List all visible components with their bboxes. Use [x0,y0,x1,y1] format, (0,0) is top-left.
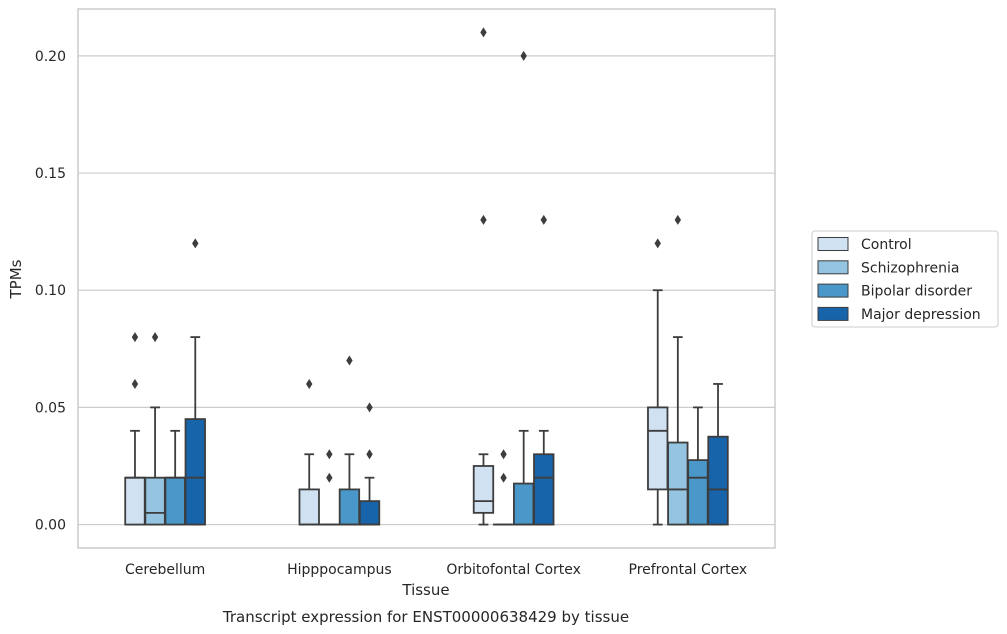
chart-caption: Transcript expression for ENST0000063842… [222,608,629,626]
y-tick-label: 0.10 [35,283,66,299]
outlier-point [192,238,199,249]
box-control [124,332,146,526]
y-tick-label: 0.05 [35,400,66,416]
legend-swatch [817,237,849,251]
outlier-point [326,449,333,460]
outlier-point [654,238,661,249]
box-control [472,27,495,526]
legend-swatch [817,306,849,321]
outlier-point [674,214,682,225]
box-body [513,482,535,526]
box-body [687,459,709,526]
outlier-point [346,355,353,366]
outlier-point [306,378,313,389]
legend-label: Major depression [861,307,981,323]
box-schizophrenia [144,332,166,526]
box-schizophrenia [318,449,340,526]
box-body [164,476,186,526]
box-body [338,488,361,526]
y-tick-label: 0.00 [35,518,66,534]
x-tick-label: Orbitofontal Cortex [446,562,581,578]
plot-area-frame [77,8,776,549]
box-body [533,453,555,526]
box-body [184,418,206,526]
box-body [707,435,729,526]
y-axis-label: TPMs [7,259,25,299]
box-bipolar-disorder [513,50,535,526]
box-major-depression [358,402,381,526]
box-body [647,406,669,491]
outlier-point [131,332,139,343]
legend-swatch [817,260,849,275]
outlier-point [520,50,527,61]
outlier-point [480,27,487,38]
box-body [667,441,689,526]
outlier-point [500,449,507,460]
legend-label: Bipolar disorder [861,284,972,300]
outlier-point [131,378,139,389]
y-tick-label: 0.20 [35,49,66,65]
box-bipolar-disorder [164,429,186,526]
legend-label: Control [861,237,912,253]
x-tick-label: Prefrontal Cortex [629,562,748,578]
box-control [298,378,320,526]
box-major-depression [533,214,555,526]
x-tick-label: Cerebellum [125,562,205,578]
outlier-point [326,472,333,483]
box-body [124,476,146,526]
box-body [472,465,495,514]
box-bipolar-disorder [338,355,361,526]
legend-swatch [817,283,849,298]
outlier-point [151,332,159,343]
legend: Control Schizophrenia Bipolar disorder Majo… [811,230,999,328]
box-major-depression [184,238,206,526]
box-control [647,238,669,526]
outlier-point [480,214,487,225]
y-tick-label: 0.15 [35,166,66,182]
x-tick-label: Hipppocampus [287,562,392,578]
outlier-point [366,402,373,413]
box-schizophrenia [667,214,689,526]
box-body [144,476,166,526]
legend-frame [811,230,999,328]
outlier-point [500,472,507,483]
box-major-depression [707,383,729,526]
x-axis-label: Tissue [401,581,449,599]
box-schizophrenia [492,449,515,526]
box-bipolar-disorder [687,406,709,526]
x-axis-ticks: Cerebellum Hipppocampus Orbitofontal Corte… [125,562,747,578]
outlier-point [540,214,547,225]
y-axis-ticks: 0.00 0.05 0.10 0.15 0.20 [35,49,66,534]
box-body [298,488,320,526]
outlier-point [366,449,373,460]
box-series [124,27,729,526]
legend-label: Schizophrenia [861,260,959,276]
box-body [358,500,381,526]
